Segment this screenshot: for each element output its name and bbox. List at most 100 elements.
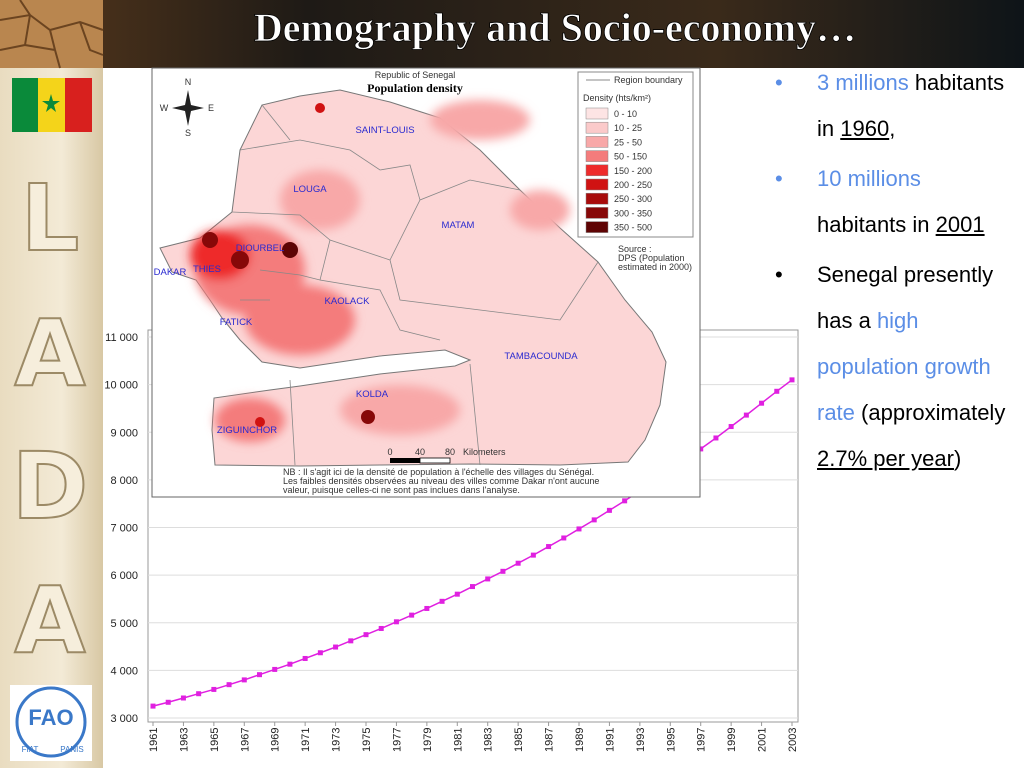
x-tick-label: 1967 (239, 728, 251, 752)
density-spot (255, 417, 265, 427)
flag (12, 78, 92, 132)
point-marker (211, 686, 217, 692)
x-tick-label: 1977 (391, 728, 403, 752)
y-tick-label: 10 000 (104, 380, 138, 392)
bullet-text: (approximately (854, 400, 1006, 425)
region-label: KAOLACK (325, 296, 371, 307)
point-marker (759, 400, 765, 406)
x-tick-label: 1999 (726, 728, 738, 752)
point-marker (287, 661, 293, 667)
bullet-text: habitants in (817, 70, 1005, 141)
bullet-text: Senegal presently has a (817, 262, 994, 333)
point-marker (774, 388, 780, 394)
x-tick-label: 1997 (696, 728, 708, 752)
point-marker (576, 526, 582, 532)
region-label: THIES (193, 264, 221, 275)
density-spot (315, 103, 325, 113)
logo-motto: FIAT (22, 745, 39, 754)
y-tick-label: 4 000 (110, 665, 138, 677)
earth-cracks (0, 0, 104, 69)
point-marker (728, 424, 734, 430)
legend-swatch (585, 178, 609, 191)
bullet-text: 3 millions (817, 70, 909, 95)
point-marker (622, 498, 628, 504)
logo-text: FAO (28, 705, 73, 730)
point-marker (272, 666, 278, 672)
scale-label: Kilometers (463, 447, 506, 457)
point-marker (789, 377, 795, 383)
x-tick-label: 1971 (300, 728, 312, 752)
point-marker (515, 560, 521, 566)
legend-label: 150 - 200 (614, 166, 652, 176)
bullet-text: 2.7% per year (817, 446, 954, 471)
compass-label: N (185, 77, 192, 87)
side-letter: A (14, 567, 85, 674)
compass: N W E S (160, 77, 214, 138)
point-marker (180, 695, 186, 701)
compass-label: W (160, 103, 169, 113)
point-marker (485, 576, 491, 582)
title-bar (0, 0, 1024, 68)
legend-swatch (585, 207, 609, 219)
legend-label: 300 - 350 (614, 208, 652, 218)
bullet-text: 1960 (840, 116, 890, 141)
region-label: LOUGA (293, 184, 327, 195)
point-marker (606, 507, 612, 513)
point-marker (439, 598, 445, 604)
legend-swatch (585, 107, 609, 120)
x-tick-label: 1963 (178, 728, 190, 752)
compass-label: S (185, 128, 191, 138)
bullet-text: 2001 (935, 212, 985, 237)
side-letter: L (21, 165, 80, 272)
map-note: NB : Il s'agit ici de la densité de popu… (283, 467, 594, 477)
region-label: ZIGUINCHOR (217, 425, 277, 436)
point-marker (196, 691, 202, 697)
slide-title: Demography and Socio-economy… (254, 5, 856, 50)
legend-label: 0 - 10 (614, 109, 637, 119)
map-source: estimated in 2000) (618, 262, 692, 272)
legend-swatch (585, 121, 609, 134)
map: N W E S Republic of Senegal Population d… (151, 67, 701, 498)
bullet-text: habitants in (817, 212, 936, 237)
x-tick-label: 1961 (148, 728, 160, 752)
point-marker (241, 677, 247, 683)
x-tick-label: 1981 (452, 728, 464, 752)
legend-swatch (585, 136, 609, 148)
point-marker (363, 632, 369, 638)
bullet-text: ) (953, 446, 962, 471)
y-tick-label: 6 000 (110, 570, 138, 582)
y-tick-label: 3 000 (110, 713, 138, 725)
density-spot (282, 242, 298, 258)
map-note: Les faibles densités observées au niveau… (283, 476, 599, 486)
point-marker (317, 650, 323, 656)
legend-swatch (585, 150, 609, 162)
logo-motto: PANIS (60, 745, 83, 754)
x-tick-label: 2003 (787, 728, 799, 752)
x-tick-label: 2001 (757, 728, 769, 752)
density-spot (231, 251, 249, 269)
point-marker (302, 655, 308, 661)
x-tick-label: 1989 (574, 728, 586, 752)
x-tick-label: 1973 (331, 728, 343, 752)
legend-label: 50 - 150 (614, 152, 647, 162)
y-tick-label: 7 000 (110, 523, 138, 535)
density-blobs (190, 100, 570, 442)
y-tick-label: 8 000 (110, 475, 138, 487)
point-marker (713, 435, 719, 441)
region-label: DAKAR (154, 267, 187, 278)
x-tick-label: 1987 (544, 728, 556, 752)
point-marker (698, 446, 704, 452)
legend-label: 25 - 50 (614, 137, 642, 147)
region-boundaries (231, 104, 599, 466)
side-letter: A (14, 300, 85, 407)
compass-label: E (208, 103, 214, 113)
y-tick-label: 5 000 (110, 618, 138, 630)
x-tick-label: 1991 (604, 728, 616, 752)
bullet-list: • 3 millions habitants in 1960, • 10 milli… (775, 60, 1015, 486)
map-source: Source : (618, 244, 652, 254)
x-tick-label: 1979 (422, 728, 434, 752)
point-marker (226, 682, 232, 688)
bullet: • 3 millions habitants in 1960, (775, 70, 1005, 141)
